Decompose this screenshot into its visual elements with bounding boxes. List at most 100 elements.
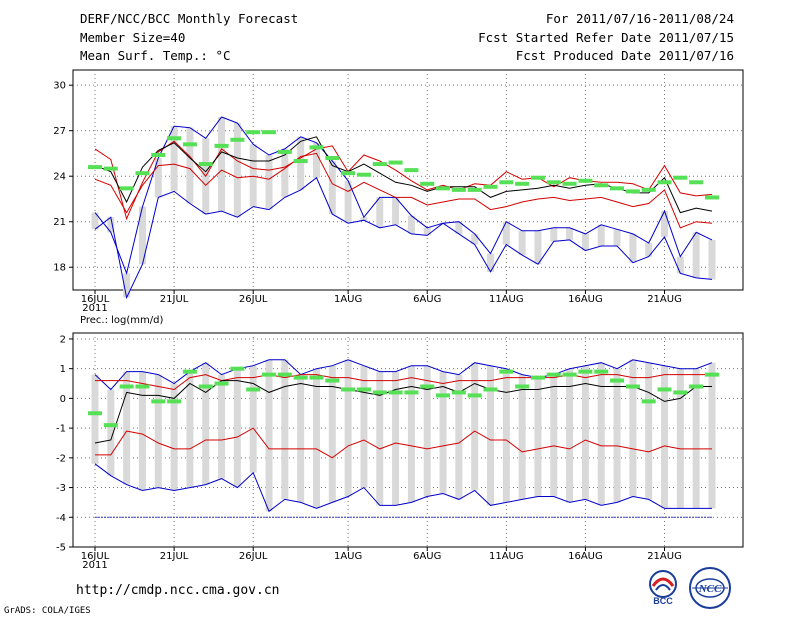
y-tick-label: 27 xyxy=(53,126,66,137)
spread-box xyxy=(534,377,542,497)
spread-box xyxy=(534,230,542,265)
series-lower-line xyxy=(95,427,712,459)
clim-marker xyxy=(594,183,609,188)
source-url[interactable]: http://cmdp.ncc.cma.gov.cn xyxy=(76,583,280,598)
clim-marker xyxy=(246,130,261,135)
clim-marker xyxy=(103,423,118,428)
clim-marker xyxy=(198,384,213,389)
spread-box xyxy=(265,154,273,210)
spread-box xyxy=(502,368,510,503)
clim-marker xyxy=(167,136,182,141)
y-tick-label: 1 xyxy=(60,364,66,375)
clim-marker xyxy=(546,180,561,185)
spread-box xyxy=(328,365,336,503)
clim-marker xyxy=(388,390,403,395)
y-tick-label: -4 xyxy=(56,513,66,524)
series-upper-line xyxy=(94,140,713,221)
clim-marker xyxy=(230,366,245,371)
clim-marker xyxy=(689,180,704,185)
y-tick-label: -5 xyxy=(56,543,66,554)
spread-box xyxy=(676,256,684,274)
spread-box xyxy=(360,365,368,488)
clim-marker xyxy=(214,143,229,148)
clim-marker xyxy=(356,387,371,392)
spread-box xyxy=(249,365,257,473)
y-tick-label: 24 xyxy=(53,172,66,183)
clim-marker xyxy=(499,369,514,374)
x-tick-label: 16AUG xyxy=(568,551,603,562)
clim-marker xyxy=(262,372,277,377)
spread-box xyxy=(154,158,162,198)
clim-marker xyxy=(641,399,656,404)
clim-marker xyxy=(151,152,166,157)
spread-box xyxy=(312,142,320,178)
chart-panel-2: -5 -4 -3 -2 -1 0 1 2 16JUL 21JUL 26JUL 1AUG 6AUG 11AU… xyxy=(56,315,744,571)
spread-box xyxy=(471,362,479,491)
spread-box xyxy=(312,368,320,509)
x-tick-label: 26JUL xyxy=(239,294,268,305)
clim-marker xyxy=(388,160,403,165)
y-tick-label: 2 xyxy=(60,334,66,345)
spread-box xyxy=(297,136,305,190)
clim-marker xyxy=(467,393,482,398)
forecast-period: For 2011/07/16-2011/08/24 xyxy=(545,11,734,26)
x-tick-label: 16JUL xyxy=(81,551,110,562)
clim-marker xyxy=(562,181,577,186)
member-size-label: Member Size=40 xyxy=(80,30,186,45)
spread-box xyxy=(107,217,115,233)
clim-marker xyxy=(230,137,245,142)
spread-box xyxy=(692,368,700,509)
spread-box xyxy=(407,215,415,234)
clim-marker xyxy=(198,162,213,167)
spread-box xyxy=(661,211,669,237)
spread-box xyxy=(597,224,605,246)
clim-marker xyxy=(325,156,340,160)
series-mean-line xyxy=(94,136,713,214)
clim-marker xyxy=(657,387,672,392)
spread-box xyxy=(202,362,210,485)
clim-marker xyxy=(341,387,356,392)
clim-marker xyxy=(436,186,451,191)
spread-box xyxy=(91,374,99,464)
clim-marker xyxy=(277,149,292,154)
clim-marker xyxy=(277,372,292,377)
clim-marker xyxy=(135,171,150,176)
clim-marker xyxy=(293,375,308,380)
x-tick-label: 26JUL xyxy=(239,551,268,562)
spread-box xyxy=(186,371,194,488)
spread-box xyxy=(138,206,146,265)
clim-marker xyxy=(610,378,625,383)
chart-title: DERF/NCC/BCC Monthly Forecast xyxy=(80,11,299,26)
clim-marker xyxy=(641,187,656,192)
x-tick-label: 11AUG xyxy=(489,551,524,562)
spread-box xyxy=(281,148,289,198)
series-min-line xyxy=(94,176,713,300)
series-min-line xyxy=(94,463,712,513)
spread-box xyxy=(597,362,605,506)
spread-box xyxy=(376,197,384,228)
x-tick-label: 21JUL xyxy=(160,294,189,305)
clim-marker xyxy=(404,168,419,173)
spread-box xyxy=(360,217,368,221)
bcc-logo: BCC xyxy=(649,570,677,606)
spread-box xyxy=(423,365,431,497)
clim-marker xyxy=(214,381,229,386)
spread-box xyxy=(708,239,716,280)
clim-marker xyxy=(341,171,356,176)
clim-marker xyxy=(135,384,150,389)
spread-box xyxy=(154,374,162,488)
spread-box xyxy=(471,233,479,245)
y-tick-label: 21 xyxy=(53,217,66,228)
spread-box xyxy=(344,359,352,497)
clim-marker xyxy=(420,384,435,389)
clim-marker xyxy=(562,372,577,377)
x-tick-label: 21AUG xyxy=(647,551,682,562)
spread-box xyxy=(692,232,700,278)
y-tick-label: 30 xyxy=(53,81,66,92)
clim-marker xyxy=(530,375,545,380)
x-tick-label: 21JUL xyxy=(160,551,189,562)
series-max-line xyxy=(94,359,713,391)
precip-panel-title: Prec.: log(mm/d) xyxy=(80,315,163,326)
clim-marker xyxy=(325,378,340,383)
